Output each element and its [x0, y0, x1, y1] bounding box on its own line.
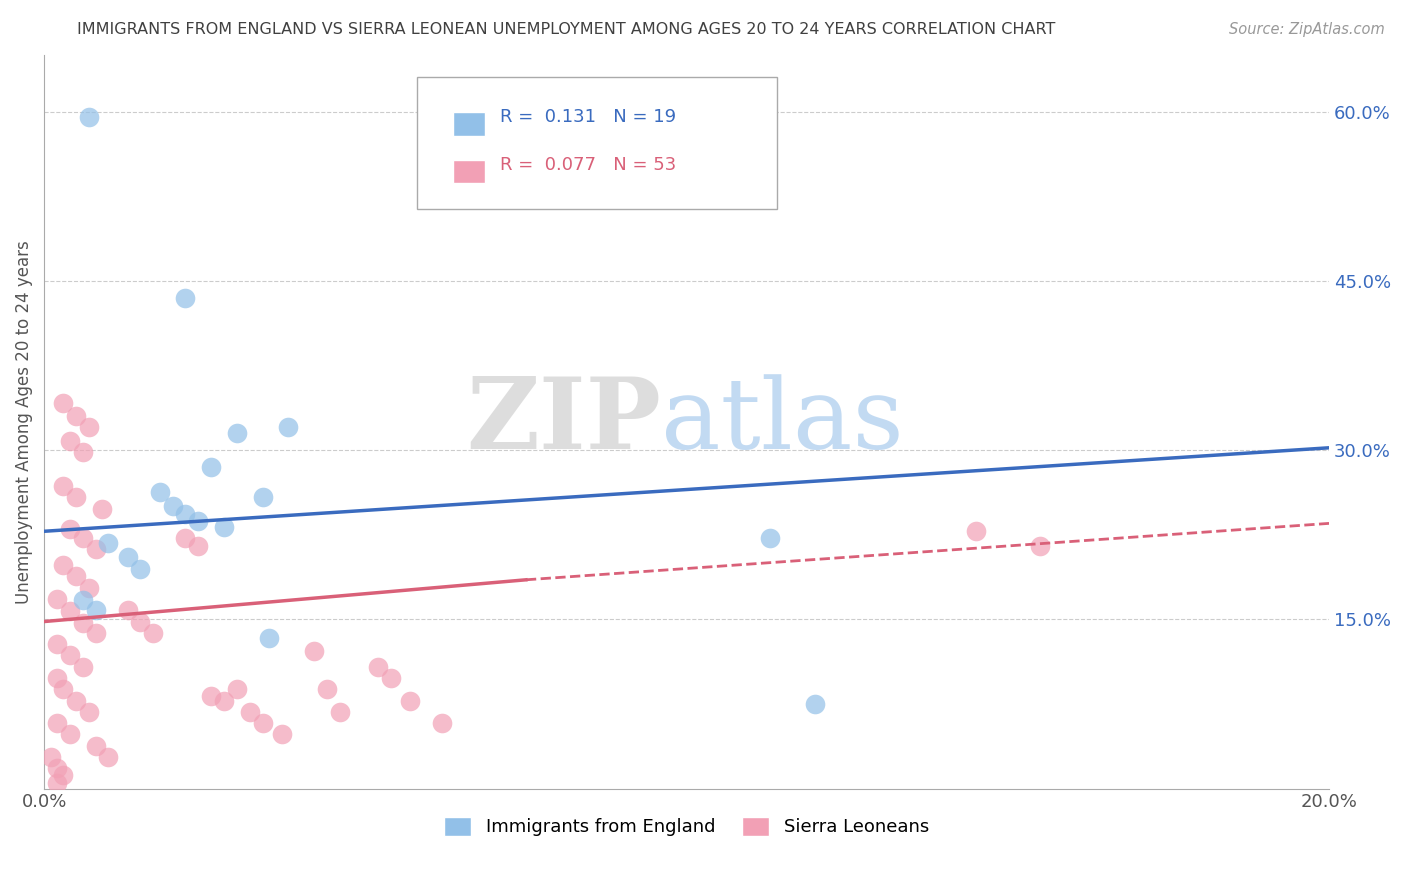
- Point: [59, 727, 82, 741]
- Point: [52, 479, 75, 493]
- Point: [149, 484, 172, 499]
- Point: [97, 535, 120, 549]
- Point: [174, 508, 197, 522]
- Point: [59, 522, 82, 536]
- Point: [329, 705, 352, 719]
- Point: [367, 659, 389, 673]
- Point: [162, 500, 184, 514]
- Text: IMMIGRANTS FROM ENGLAND VS SIERRA LEONEAN UNEMPLOYMENT AMONG AGES 20 TO 24 YEARS: IMMIGRANTS FROM ENGLAND VS SIERRA LEONEA…: [77, 22, 1056, 37]
- Point: [77, 705, 100, 719]
- Point: [187, 539, 209, 553]
- Text: atlas: atlas: [661, 374, 904, 470]
- Text: ZIP: ZIP: [465, 374, 661, 470]
- Point: [239, 705, 262, 719]
- Point: [39, 750, 62, 764]
- Point: [399, 693, 422, 707]
- FancyBboxPatch shape: [453, 112, 485, 136]
- Point: [270, 727, 292, 741]
- Point: [52, 768, 75, 782]
- Point: [90, 501, 112, 516]
- Point: [72, 659, 94, 673]
- Point: [59, 648, 82, 663]
- Point: [52, 395, 75, 409]
- Point: [1029, 539, 1052, 553]
- Point: [46, 592, 69, 607]
- Point: [302, 644, 325, 658]
- Point: [72, 615, 94, 630]
- FancyBboxPatch shape: [453, 160, 485, 184]
- Point: [174, 291, 197, 305]
- Text: R =  0.077   N = 53: R = 0.077 N = 53: [501, 156, 676, 174]
- Point: [257, 632, 280, 646]
- Point: [225, 426, 247, 441]
- Point: [72, 531, 94, 545]
- Point: [117, 550, 139, 565]
- Point: [72, 593, 94, 607]
- Point: [212, 693, 235, 707]
- Point: [59, 604, 82, 618]
- Legend: Immigrants from England, Sierra Leoneans: Immigrants from England, Sierra Leoneans: [434, 808, 938, 846]
- Point: [84, 625, 107, 640]
- Point: [759, 531, 782, 545]
- Y-axis label: Unemployment Among Ages 20 to 24 years: Unemployment Among Ages 20 to 24 years: [15, 240, 32, 604]
- Point: [65, 409, 87, 424]
- Point: [46, 716, 69, 731]
- Point: [84, 603, 107, 617]
- Text: R =  0.131   N = 19: R = 0.131 N = 19: [501, 109, 676, 127]
- Point: [77, 110, 100, 124]
- Point: [84, 542, 107, 557]
- Point: [46, 671, 69, 685]
- Point: [252, 491, 274, 505]
- Point: [65, 491, 87, 505]
- Point: [142, 625, 165, 640]
- Point: [200, 460, 222, 475]
- Point: [252, 716, 274, 731]
- Point: [117, 603, 139, 617]
- Point: [46, 761, 69, 775]
- Point: [52, 682, 75, 697]
- Point: [965, 524, 987, 539]
- FancyBboxPatch shape: [416, 77, 776, 209]
- Point: [72, 445, 94, 459]
- Point: [77, 420, 100, 434]
- Point: [46, 637, 69, 651]
- Point: [65, 569, 87, 583]
- Point: [129, 615, 152, 629]
- Point: [59, 434, 82, 448]
- Point: [46, 776, 69, 790]
- Point: [315, 682, 337, 697]
- Point: [200, 689, 222, 703]
- Point: [97, 750, 120, 764]
- Point: [65, 693, 87, 707]
- Text: Source: ZipAtlas.com: Source: ZipAtlas.com: [1229, 22, 1385, 37]
- Point: [187, 514, 209, 528]
- Point: [212, 520, 235, 534]
- Point: [277, 420, 299, 434]
- Point: [804, 697, 827, 711]
- Point: [432, 716, 454, 731]
- Point: [129, 561, 152, 575]
- Point: [77, 581, 100, 595]
- Point: [225, 682, 247, 697]
- Point: [84, 739, 107, 753]
- Point: [174, 531, 197, 545]
- Point: [52, 558, 75, 573]
- Point: [380, 671, 402, 685]
